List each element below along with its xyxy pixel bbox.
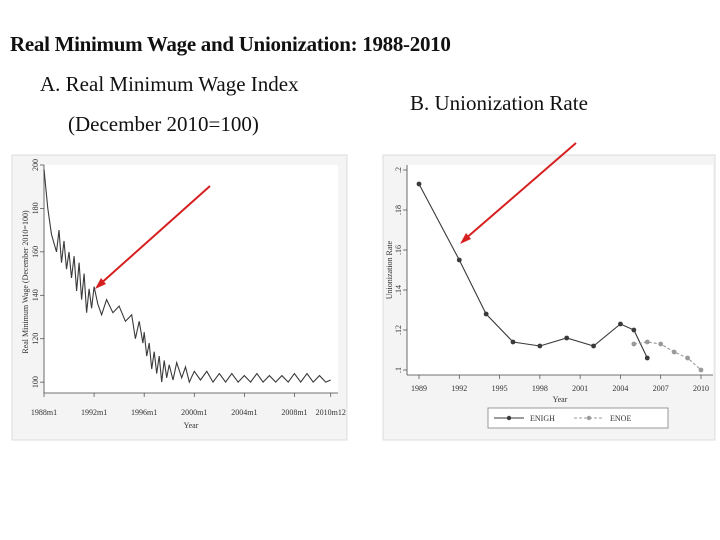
panel-b-x-label: Year	[553, 395, 568, 404]
panel-b-x-tick-label: 1998	[532, 384, 548, 393]
panel-b-point-enigh	[591, 343, 596, 349]
panel-b-y-tick-label: .14	[394, 285, 403, 295]
panel-b-point-enigh	[416, 181, 422, 187]
panel-b-point-enigh	[564, 335, 570, 341]
panel-b-point-enoe	[631, 341, 637, 347]
panel-a-title: A. Real Minimum Wage Index	[40, 72, 299, 96]
panel-b-point-enigh	[483, 311, 489, 317]
panel-b-x-tick-label: 2004	[612, 384, 628, 393]
panel-b-y-label: Unionization Rate	[385, 240, 394, 299]
panel-a-x-tick-label: 2000m1	[181, 408, 207, 417]
panel-b-x-tick-label: 1992	[451, 384, 467, 393]
panel-b-arrowhead	[460, 233, 471, 244]
panel-a-x-tick-label: 2008m1	[281, 408, 307, 417]
panel-a-x-label: Year	[184, 421, 199, 430]
panel-a-x-tick-label: 1992m1	[81, 408, 107, 417]
panel-a-plot-area	[44, 165, 338, 393]
panel-b-x-tick-label: 1995	[492, 384, 508, 393]
panel-b-point-enoe	[658, 341, 664, 347]
legend-enoe-marker	[586, 415, 592, 421]
panel-b-point-enoe	[671, 349, 677, 355]
panel-b-x-tick-label: 2010	[693, 384, 709, 393]
panel-b-point-enigh	[510, 339, 516, 345]
panel-b-point-enigh	[456, 257, 462, 263]
panel-a-arrowhead	[95, 278, 106, 289]
panel-a-y-tick-label: 140	[31, 289, 40, 301]
panel-a-annotation-arrow	[97, 185, 211, 287]
legend-enoe-label: ENOE	[610, 414, 631, 423]
panel-b-point-enoe	[644, 339, 650, 345]
panel-b-x-tick-label: 2001	[572, 384, 588, 393]
panel-b-annotation-arrow	[463, 142, 577, 241]
panel-b-point-enigh	[537, 343, 543, 349]
legend-enigh-label: ENIGH	[530, 414, 555, 423]
panel-a-y-tick-label: 200	[31, 159, 40, 171]
panel-b-point-enigh	[618, 321, 623, 327]
panel-a-y-tick-label: 160	[31, 246, 40, 258]
panel-a-x-tick-label: 2004m1	[231, 408, 257, 417]
page-title: Real Minimum Wage and Unionization: 1988…	[10, 32, 451, 56]
panel-b-plot-area	[407, 165, 713, 375]
panel-b-point-enoe	[685, 355, 690, 361]
panel-b-y-tick-label: .18	[394, 205, 403, 215]
panel-b-legend	[487, 407, 669, 429]
panel-b-x-tick-label: 2007	[653, 384, 669, 393]
panel-b-point-enigh	[644, 355, 650, 361]
panel-a-series-line	[43, 169, 331, 384]
panel-b-y-tick-label: .12	[394, 325, 403, 335]
panel-b-y-tick-label: .16	[394, 245, 403, 255]
panel-b-y-tick-label: .1	[394, 367, 403, 373]
panel-b-y-tick-label: .2	[394, 167, 403, 173]
panel-b-title: B. Unionization Rate	[410, 91, 588, 115]
panel-b-series-enigh	[418, 183, 648, 359]
panel-b-x-tick-label: 1989	[411, 384, 427, 393]
panel-a-x-tick-label: 1988m1	[31, 408, 57, 417]
panel-a-y-label: Real Minimum Wage (December 2010=100)	[21, 210, 30, 354]
panel-a-x-tick-label: 2010m12	[316, 408, 346, 417]
panel-a-y-tick-label: 180	[31, 202, 40, 214]
panel-b-point-enigh	[631, 327, 637, 333]
panel-a-x-tick-label: 1996m1	[131, 408, 157, 417]
panel-b-point-enoe	[698, 367, 704, 373]
legend-enigh-marker	[506, 415, 512, 421]
panel-a-y-tick-label: 100	[31, 376, 40, 388]
panel-a-subtitle: (December 2010=100)	[68, 112, 259, 136]
panel-a-y-tick-label: 120	[31, 333, 40, 345]
